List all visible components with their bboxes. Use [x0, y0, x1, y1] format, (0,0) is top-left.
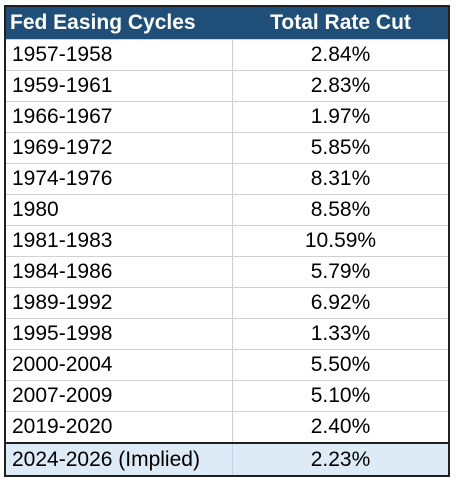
cycle-cell: 1969-1972 [6, 133, 233, 163]
rate-cut-cell: 8.58% [310, 198, 371, 221]
cycle-cell: 1966-1967 [6, 102, 233, 132]
rate-cut-cell: 2.40% [310, 415, 371, 438]
cycle-cell: 1959-1961 [6, 71, 233, 101]
rate-cut-cell: 2.23% [310, 447, 371, 471]
rate-cut-cell: 8.31% [310, 167, 371, 190]
table-row: 1959-1961 2.83% [6, 70, 448, 101]
cycle-cell: 1981-1983 [6, 226, 233, 256]
table-row: 1980 8.58% [6, 194, 448, 225]
cycle-cell: 2024-2026 (Implied) [6, 444, 233, 475]
cycle-cell: 1980 [6, 195, 233, 225]
table-row: 1966-1967 1.97% [6, 101, 448, 132]
cycle-cell: 1995-1998 [6, 319, 233, 349]
table-row: 1989-1992 6.92% [6, 287, 448, 318]
rate-cut-cell: 5.79% [310, 260, 371, 283]
cycle-cell: 2007-2009 [6, 381, 233, 411]
table-header-row: Fed Easing Cycles Total Rate Cut [6, 7, 448, 39]
cycle-cell: 2019-2020 [6, 412, 233, 442]
rate-cut-cell: 1.97% [310, 105, 371, 128]
cycle-cell: 1974-1976 [6, 164, 233, 194]
cycle-cell: 1957-1958 [6, 40, 233, 70]
rate-cut-cell: 1.33% [310, 322, 371, 345]
table-row: 1969-1972 5.85% [6, 132, 448, 163]
rate-cut-cell: 10.59% [304, 229, 377, 252]
table-row: 1974-1976 8.31% [6, 163, 448, 194]
table-row: 1957-1958 2.84% [6, 39, 448, 70]
highlighted-implied-row: 2024-2026 (Implied) 2.23% [6, 442, 448, 475]
easing-cycles-table: Fed Easing Cycles Total Rate Cut 1957-19… [4, 5, 450, 477]
table-row: 2000-2004 5.50% [6, 349, 448, 380]
table-row: 2019-2020 2.40% [6, 411, 448, 442]
rate-cut-cell: 6.92% [310, 291, 371, 314]
table-row: 1984-1986 5.79% [6, 256, 448, 287]
rate-cut-cell: 2.83% [310, 74, 371, 97]
rate-cut-cell: 5.50% [310, 353, 371, 376]
cycle-cell: 1984-1986 [6, 257, 233, 287]
rate-cut-cell: 2.84% [310, 43, 371, 66]
column-header-rate-cut: Total Rate Cut [270, 11, 411, 34]
rate-cut-cell: 5.85% [310, 136, 371, 159]
cycle-cell: 1989-1992 [6, 288, 233, 318]
table-row: 1995-1998 1.33% [6, 318, 448, 349]
rate-cut-cell: 5.10% [310, 384, 371, 407]
cycle-cell: 2000-2004 [6, 350, 233, 380]
table-row: 1981-1983 10.59% [6, 225, 448, 256]
column-header-cycles: Fed Easing Cycles [10, 11, 196, 34]
table-row: 2007-2009 5.10% [6, 380, 448, 411]
